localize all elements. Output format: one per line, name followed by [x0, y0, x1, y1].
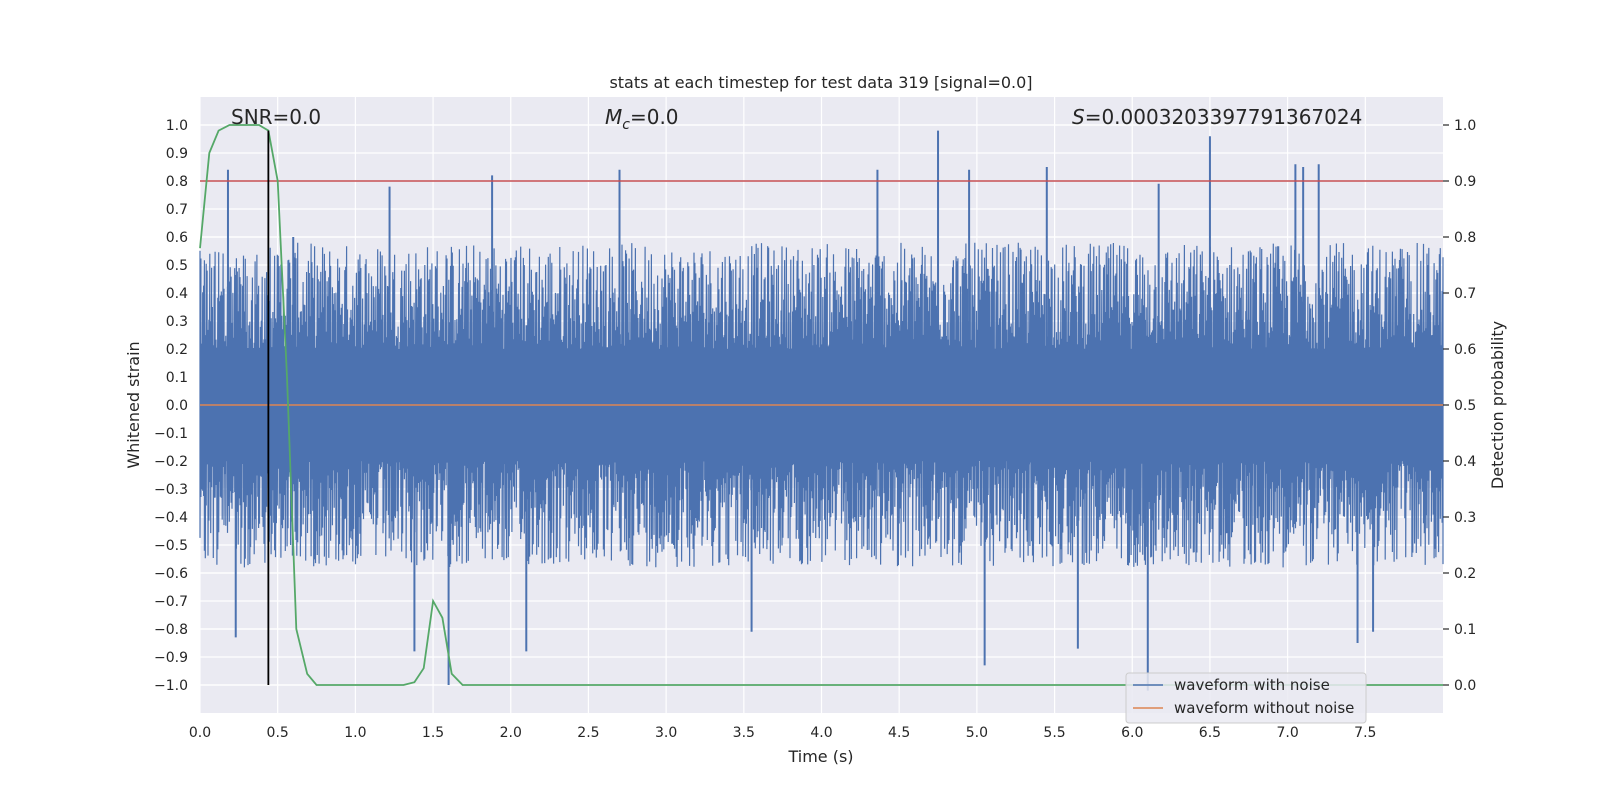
y-tick-label: −0.9: [154, 650, 188, 666]
y2-tick-label: 0.6: [1454, 342, 1476, 358]
y-tick-label: 0.7: [166, 202, 188, 218]
y2-axis-ticks: 1.0 0.9 0.8 0.7 0.6 0.5 0.4 0.3 0.2 0.1 0.0: [1443, 118, 1476, 694]
x-tick-label: 5.5: [1043, 725, 1065, 741]
y-tick-label: 0.6: [166, 230, 188, 246]
x-tick-label: 6.0: [1121, 725, 1143, 741]
x-tick-label: 1.0: [344, 725, 366, 741]
y-tick-label: 0.0: [166, 398, 188, 414]
y-tick-label: −0.7: [154, 594, 188, 610]
x-axis-label: Time (s): [787, 747, 853, 766]
y2-tick-label: 0.8: [1454, 230, 1476, 246]
y-tick-label: 0.9: [166, 146, 188, 162]
x-axis-ticks: 0.0 0.5 1.0 1.5 2.0 2.5 3.0 3.5 4.0 4.5 5.0 5.5 6.0 6…: [189, 725, 1377, 741]
x-tick-label: 6.5: [1199, 725, 1221, 741]
x-tick-label: 1.5: [422, 725, 444, 741]
y-tick-label: −0.4: [154, 510, 188, 526]
y-tick-label: 0.8: [166, 174, 188, 190]
y-axis-label: Whitened strain: [124, 341, 143, 468]
y2-tick-label: 0.7: [1454, 286, 1476, 302]
y-tick-label: 0.4: [166, 286, 188, 302]
y-tick-label: 0.3: [166, 314, 188, 330]
x-tick-label: 4.5: [888, 725, 910, 741]
chirp-mass-subscript: c: [622, 117, 630, 133]
y-tick-label: −0.2: [154, 454, 188, 470]
y2-axis-label: Detection probability: [1488, 321, 1507, 489]
y-tick-label: −0.8: [154, 622, 188, 638]
x-tick-label: 3.0: [655, 725, 677, 741]
y-tick-label: 0.5: [166, 258, 188, 274]
chirp-mass-value: =0.0: [630, 105, 679, 129]
snr-annotation: SNR=0.0: [231, 105, 321, 129]
x-tick-label: 2.0: [500, 725, 522, 741]
score-value: =0.0003203397791367024: [1085, 105, 1363, 129]
legend-box: [1125, 672, 1367, 724]
y-tick-label: −0.6: [154, 566, 188, 582]
y2-tick-label: 0.2: [1454, 566, 1476, 582]
chart-title: stats at each timestep for test data 319…: [609, 73, 1032, 92]
x-tick-label: 4.0: [810, 725, 832, 741]
y2-tick-label: 1.0: [1454, 118, 1476, 134]
y-tick-label: 0.2: [166, 342, 188, 358]
y-tick-label: −0.3: [154, 482, 188, 498]
y2-tick-label: 0.0: [1454, 678, 1476, 694]
chirp-mass-annotation: Mc=0.0: [605, 105, 679, 133]
x-tick-label: 7.5: [1354, 725, 1376, 741]
score-annotation: S=0.0003203397791367024: [1072, 105, 1362, 129]
noise-trace: [199, 242, 1444, 568]
chirp-mass-symbol: M: [605, 105, 622, 129]
y2-tick-label: 0.9: [1454, 174, 1476, 190]
y-tick-label: −1.0: [154, 678, 188, 694]
y2-tick-label: 0.5: [1454, 398, 1476, 414]
y-tick-label: 0.1: [166, 370, 188, 386]
score-symbol: S: [1072, 105, 1085, 129]
y-tick-label: −0.1: [154, 426, 188, 442]
legend-label-clean: waveform without noise: [1174, 699, 1354, 717]
y-tick-label: −0.5: [154, 538, 188, 554]
legend-label-noise: waveform with noise: [1174, 676, 1330, 694]
overlay-lines: [199, 124, 1443, 686]
y2-tick-label: 0.1: [1454, 622, 1476, 638]
x-tick-label: 3.5: [733, 725, 755, 741]
y2-tick-label: 0.3: [1454, 510, 1476, 526]
x-tick-label: 0.5: [267, 725, 289, 741]
x-tick-label: 0.0: [189, 725, 211, 741]
x-tick-label: 5.0: [966, 725, 988, 741]
legend: waveform with noise waveform without noi…: [1125, 672, 1367, 724]
y-tick-label: 1.0: [166, 118, 188, 134]
x-tick-label: 2.5: [577, 725, 599, 741]
detection-probability-line: [199, 124, 1443, 686]
waveform-with-noise-series: [199, 130, 1444, 691]
x-tick-label: 7.0: [1276, 725, 1298, 741]
y-axis-ticks: 1.0 0.9 0.8 0.7 0.6 0.5 0.4 0.3 0.2 0.1 0.0 −0.1 −0.…: [154, 118, 188, 694]
y2-tick-label: 0.4: [1454, 454, 1476, 470]
